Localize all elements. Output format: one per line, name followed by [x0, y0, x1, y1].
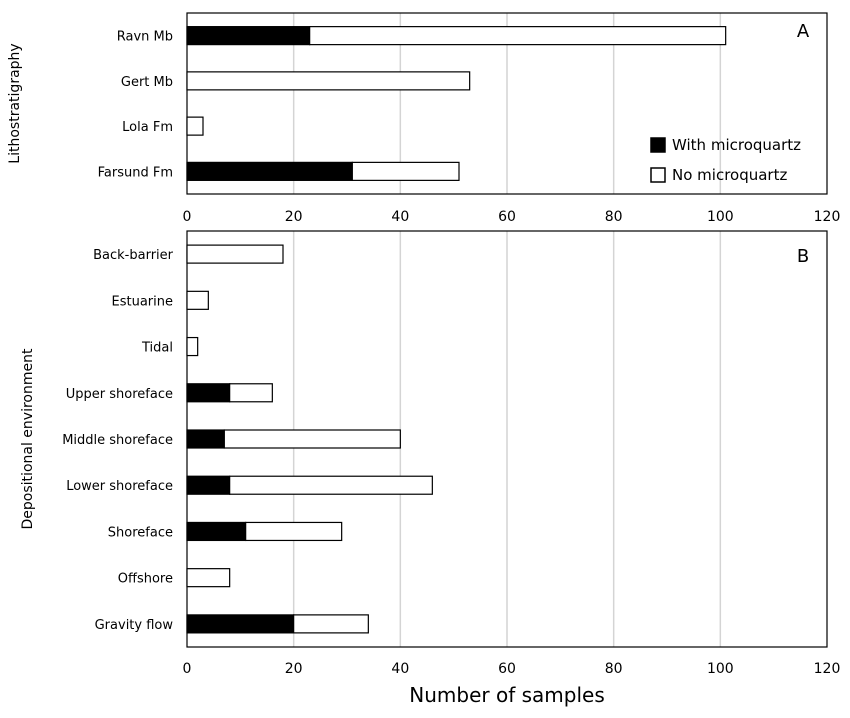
x-axis-label: Number of samples: [409, 683, 604, 707]
y-axis-label-lithostratigraphy: Lithostratigraphy: [7, 43, 23, 163]
x-tick-label-80: 80: [605, 661, 623, 677]
bar-shoreface-no-microquartz: [245, 521, 343, 542]
bar-lower-shoreface-with-microquartz: [186, 475, 231, 495]
panel-label-a: A: [797, 21, 810, 42]
bar-lower-shoreface-no-microquartz: [229, 475, 433, 495]
legend-swatch-with-microquartz: [650, 137, 666, 153]
category-label-middle-shoreface: Middle shoreface: [62, 433, 173, 448]
category-label-tidal: Tidal: [141, 341, 173, 356]
category-label-ravn-mb: Ravn Mb: [117, 30, 173, 45]
x-tick-label-60: 60: [498, 209, 516, 225]
x-tick-label-40: 40: [391, 661, 409, 677]
plot-frame: [186, 12, 828, 195]
category-label-farsund-fm: Farsund Fm: [98, 165, 173, 180]
x-tick-label-60: 60: [498, 661, 516, 677]
bar-estuarine-no-microquartz: [186, 290, 209, 310]
x-tick-label-0: 0: [183, 209, 192, 225]
category-label-upper-shoreface: Upper shoreface: [66, 387, 173, 402]
bar-ravn-mb-no-microquartz: [309, 26, 727, 46]
category-label-shoreface: Shoreface: [108, 525, 173, 540]
x-tick-label-120: 120: [814, 661, 841, 677]
bar-shoreface-with-microquartz: [186, 521, 247, 542]
bar-ravn-mb-with-microquartz: [186, 26, 311, 46]
x-tick-label-80: 80: [605, 209, 623, 225]
legend: With microquartz No microquartz: [650, 136, 801, 184]
x-tick-label-20: 20: [285, 209, 303, 225]
bar-offshore-no-microquartz: [186, 568, 231, 588]
bar-gert-mb-no-microquartz: [186, 71, 471, 91]
bar-tidal-no-microquartz: [186, 336, 199, 357]
bar-middle-shoreface-with-microquartz: [186, 429, 225, 449]
bar-upper-shoreface-with-microquartz: [186, 383, 231, 403]
category-label-gravity-flow: Gravity flow: [95, 618, 174, 633]
bar-farsund-fm-with-microquartz: [186, 161, 353, 181]
category-label-offshore: Offshore: [118, 572, 173, 587]
x-tick-label-120: 120: [814, 209, 841, 225]
category-label-lola-fm: Lola Fm: [122, 120, 173, 135]
bar-back-barrier-no-microquartz: [186, 244, 284, 264]
legend-label-no-microquartz: No microquartz: [672, 166, 787, 184]
category-label-gert-mb: Gert Mb: [121, 75, 173, 90]
panel-a: 0 20 40 60 80 100 120 Ravn Mb Gert Mb Lola Fm Fars…: [7, 12, 841, 225]
bar-lola-fm-no-microquartz: [186, 116, 204, 136]
bar-gravity-flow-no-microquartz: [293, 614, 369, 634]
legend-swatch-no-microquartz: [650, 167, 666, 183]
x-tick-label-100: 100: [707, 661, 734, 677]
bar-gravity-flow-with-microquartz: [186, 614, 295, 634]
panel-label-b: B: [797, 246, 809, 267]
bar-upper-shoreface-no-microquartz: [229, 383, 273, 403]
category-label-estuarine: Estuarine: [112, 294, 173, 309]
x-tick-label-0: 0: [183, 661, 192, 677]
x-tick-label-20: 20: [285, 661, 303, 677]
x-tick-label-40: 40: [391, 209, 409, 225]
bar-middle-shoreface-no-microquartz: [223, 429, 401, 449]
category-label-back-barrier: Back-barrier: [93, 248, 174, 263]
legend-label-with-microquartz: With microquartz: [672, 136, 801, 154]
x-tick-label-100: 100: [707, 209, 734, 225]
y-axis-label-depositional-environment: Depositional environment: [20, 348, 36, 529]
bar-farsund-fm-no-microquartz: [351, 161, 460, 181]
panel-b: 0 20 40 60 80 100 120 Back-barrier Estuarine Tida…: [20, 230, 841, 677]
category-label-lower-shoreface: Lower shoreface: [66, 479, 173, 494]
